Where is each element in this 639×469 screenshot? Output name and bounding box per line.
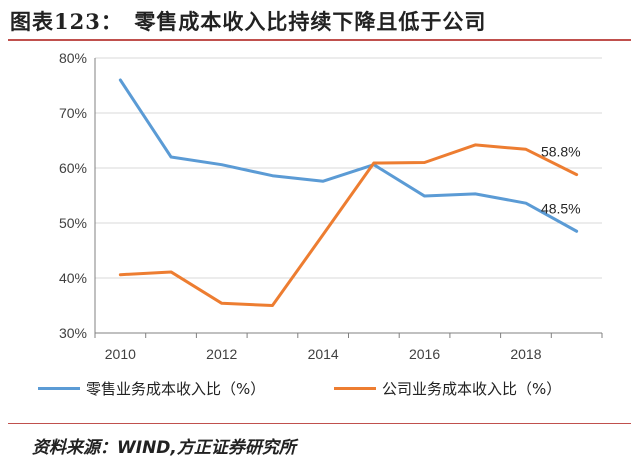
- legend-swatch-retail: [38, 387, 80, 390]
- legend-item-retail: 零售业务成本收入比（%）: [38, 378, 265, 399]
- title-divider: [8, 39, 631, 41]
- page-title: 图表123： 零售成本收入比持续下降且低于公司: [10, 9, 487, 34]
- y-tick-label: 80%: [59, 50, 87, 66]
- y-tick-label: 70%: [59, 105, 87, 121]
- y-tick-label: 60%: [59, 160, 87, 176]
- x-tick-label: 2010: [105, 346, 136, 362]
- legend-item-company: 公司业务成本收入比（%）: [334, 378, 561, 399]
- data-labels: 48.5% 58.8%: [541, 144, 581, 217]
- gridlines: [95, 57, 602, 334]
- y-tick-label: 40%: [59, 270, 87, 286]
- series-lines: [118, 78, 579, 307]
- axes: 30% 40% 50% 60% 70% 80% 2010 2012 2014 2016 2018: [59, 50, 603, 362]
- series-line-retail: [118, 78, 579, 233]
- legend-label-company: 公司业务成本收入比（%）: [382, 380, 562, 398]
- y-tick-label: 30%: [59, 325, 87, 341]
- legend-label-retail: 零售业务成本收入比（%）: [86, 380, 266, 398]
- x-tick-label: 2018: [510, 346, 541, 362]
- x-tick-label: 2012: [206, 346, 237, 362]
- y-tick-label: 50%: [59, 215, 87, 231]
- data-label-retail: 48.5%: [541, 200, 581, 216]
- data-label-company: 58.8%: [541, 144, 581, 160]
- source-note: 资料来源：WIND,方正证券研究所: [32, 438, 296, 458]
- legend-swatch-company: [334, 387, 376, 390]
- source-divider: [8, 423, 631, 424]
- x-tick-label: 2014: [308, 346, 339, 362]
- series-line-company: [118, 143, 579, 307]
- x-tick-label: 2016: [409, 346, 440, 362]
